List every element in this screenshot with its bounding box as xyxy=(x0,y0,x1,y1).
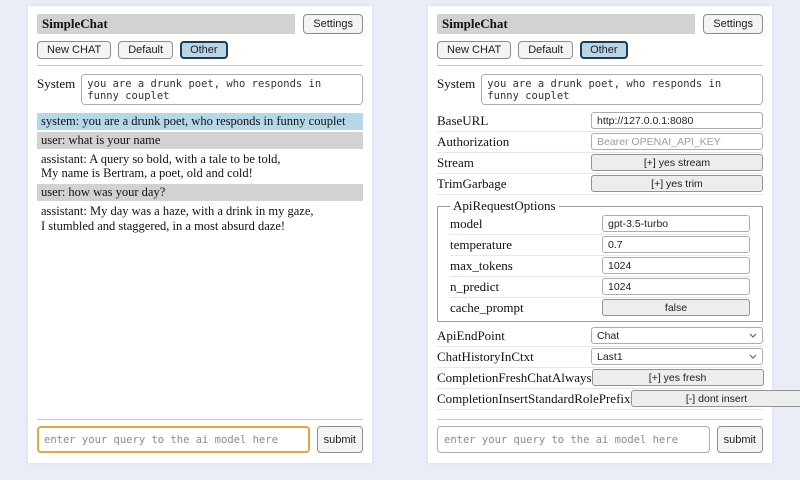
completion-fresh-chat-always-toggle-button[interactable]: [+] yes fresh xyxy=(591,369,764,386)
chat-message-system: system: you are a drunk poet, who respon… xyxy=(37,113,363,130)
session-other-button[interactable]: Other xyxy=(580,41,628,59)
selected-option: Chat xyxy=(597,329,620,342)
message-line: user: how was your day? xyxy=(41,185,166,199)
setting-row-cache-prompt: cache_prompt false xyxy=(450,298,750,318)
model-input[interactable] xyxy=(602,215,750,232)
setting-label: Stream xyxy=(437,154,474,170)
divider xyxy=(37,419,363,420)
setting-label: CompletionFreshChatAlways xyxy=(437,369,592,385)
setting-row-completion-insert-standard-role-prefix: CompletionInsertStandardRolePrefix [-] d… xyxy=(437,389,800,410)
setting-label: cache_prompt xyxy=(450,299,524,315)
n-predict-input[interactable] xyxy=(602,278,750,295)
setting-label: max_tokens xyxy=(450,257,513,273)
authorization-input[interactable] xyxy=(591,133,763,150)
header: SimpleChat Settings xyxy=(37,14,363,34)
submit-button[interactable]: submit xyxy=(316,426,363,453)
system-label: System xyxy=(437,76,476,91)
divider xyxy=(437,65,763,66)
message-line: assistant: A query so bold, with a tale … xyxy=(41,151,281,166)
setting-label: n_predict xyxy=(450,278,500,294)
setting-row-chat-history-in-ctxt: ChatHistoryInCtxt Last1 xyxy=(437,347,763,368)
api-request-options-fieldset: ApiRequestOptions model temperature max_… xyxy=(437,198,763,322)
session-buttons: New CHAT Default Other xyxy=(37,41,363,59)
system-prompt-textarea[interactable]: you are a drunk poet, who responds in fu… xyxy=(481,74,763,105)
selected-option: Last1 xyxy=(597,350,623,363)
message-line: My name is Bertram, a poet, old and cold… xyxy=(41,166,253,181)
chat-history: system: you are a drunk poet, who respon… xyxy=(37,113,363,413)
setting-label: model xyxy=(450,215,483,231)
app-title: SimpleChat xyxy=(37,14,296,34)
settings-button[interactable]: Settings xyxy=(703,14,763,34)
trim-garbage-toggle-button[interactable]: [+] yes trim xyxy=(591,175,763,192)
completion-insert-standard-role-prefix-toggle-button[interactable]: [-] dont insert xyxy=(630,390,800,407)
settings-button[interactable]: Settings xyxy=(303,14,363,34)
session-default-button[interactable]: Default xyxy=(518,41,574,59)
divider xyxy=(437,419,763,420)
message-line: I stumbled and staggered, in a most absu… xyxy=(41,218,286,233)
session-buttons: New CHAT Default Other xyxy=(437,41,763,59)
chat-history-in-ctxt-select[interactable]: Last1 xyxy=(591,348,763,365)
chevron-down-icon xyxy=(749,354,757,359)
setting-row-max-tokens: max_tokens xyxy=(450,256,750,277)
setting-label: Authorization xyxy=(437,133,510,149)
setting-label: CompletionInsertStandardRolePrefix xyxy=(437,390,631,406)
setting-label: temperature xyxy=(450,236,513,252)
setting-label: ChatHistoryInCtxt xyxy=(437,348,534,364)
setting-label: TrimGarbage xyxy=(437,175,507,191)
divider xyxy=(37,65,363,66)
setting-row-stream: Stream [+] yes stream xyxy=(437,153,763,174)
setting-row-trimgarbage: TrimGarbage [+] yes trim xyxy=(437,174,763,195)
system-label: System xyxy=(37,76,76,91)
session-default-button[interactable]: Default xyxy=(118,41,174,59)
setting-row-temperature: temperature xyxy=(450,235,750,256)
system-prompt-row: System you are a drunk poet, who respond… xyxy=(437,74,763,105)
api-endpoint-select[interactable]: Chat xyxy=(591,327,763,344)
message-line: user: what is your name xyxy=(41,132,161,147)
query-input[interactable] xyxy=(437,426,710,453)
setting-label: BaseURL xyxy=(437,112,489,128)
query-row: submit xyxy=(437,426,763,453)
chat-message-assistant: assistant: A query so bold, with a tale … xyxy=(37,150,363,182)
fieldset-legend: ApiRequestOptions xyxy=(453,198,556,213)
setting-row-authorization: Authorization xyxy=(437,132,763,153)
header: SimpleChat Settings xyxy=(437,14,763,34)
spacer xyxy=(437,410,763,413)
system-prompt-row: System you are a drunk poet, who respond… xyxy=(37,74,363,105)
system-prompt-textarea[interactable]: you are a drunk poet, who responds in fu… xyxy=(81,74,363,105)
setting-label: ApiEndPoint xyxy=(437,327,505,343)
temperature-input[interactable] xyxy=(602,236,750,253)
setting-row-n-predict: n_predict xyxy=(450,277,750,298)
cache-prompt-toggle-button[interactable]: false xyxy=(602,299,750,316)
message-line: system: you are a drunk poet, who respon… xyxy=(41,114,346,128)
query-input[interactable] xyxy=(37,426,310,453)
chat-message-user: user: what is your name xyxy=(37,131,363,149)
chevron-down-icon xyxy=(749,333,757,338)
chat-message-assistant: assistant: My day was a haze, with a dri… xyxy=(37,202,363,235)
query-row: submit xyxy=(37,426,363,453)
setting-row-completion-fresh-chat-always: CompletionFreshChatAlways [+] yes fresh xyxy=(437,368,764,389)
setting-row-api-endpoint: ApiEndPoint Chat xyxy=(437,326,763,347)
message-line: assistant: My day was a haze, with a dri… xyxy=(41,203,314,218)
settings-panel: SimpleChat Settings New CHAT Default Oth… xyxy=(428,6,800,463)
new-chat-button[interactable]: New CHAT xyxy=(37,41,112,59)
submit-button[interactable]: submit xyxy=(716,426,763,453)
chat-panel: SimpleChat Settings New CHAT Default Oth… xyxy=(28,6,372,463)
setting-row-model: model xyxy=(450,214,750,235)
session-other-button[interactable]: Other xyxy=(180,41,228,59)
setting-row-baseurl: BaseURL xyxy=(437,111,763,132)
new-chat-button[interactable]: New CHAT xyxy=(437,41,512,59)
settings-list: BaseURL Authorization Stream [+] yes str… xyxy=(437,111,800,410)
chat-message-user: user: how was your day? xyxy=(37,184,363,201)
app-title: SimpleChat xyxy=(437,14,696,34)
base-url-input[interactable] xyxy=(591,112,763,129)
stream-toggle-button[interactable]: [+] yes stream xyxy=(591,154,763,171)
max-tokens-input[interactable] xyxy=(602,257,750,274)
